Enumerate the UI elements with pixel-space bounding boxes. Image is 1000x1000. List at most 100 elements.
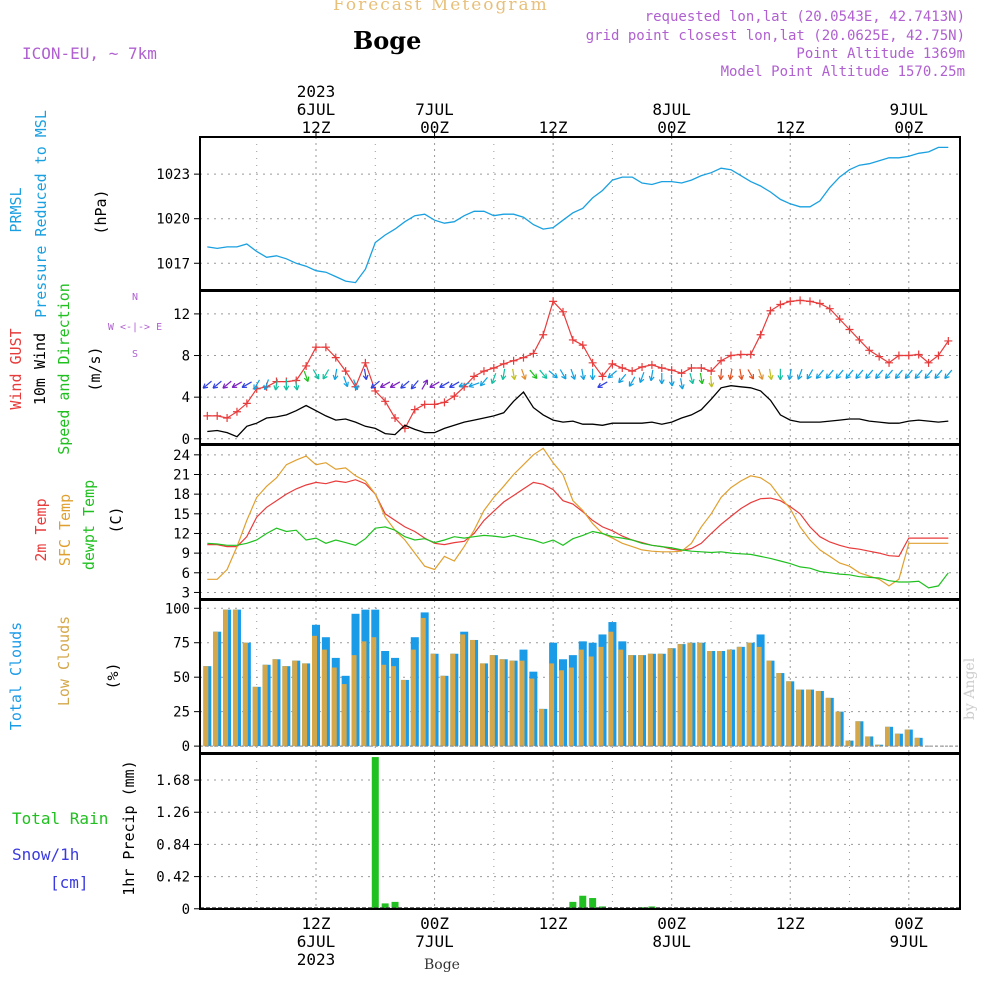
pressure-tick-label: 1023	[156, 167, 190, 183]
wind-arrow	[710, 376, 713, 388]
gust-marker	[549, 297, 558, 306]
panel-frames	[194, 131, 961, 910]
wind-arrow	[747, 369, 754, 380]
low-cloud-bar	[213, 631, 219, 747]
wind-arrow-head	[738, 374, 744, 381]
gust-marker	[756, 330, 765, 339]
low-cloud-bar	[549, 663, 555, 747]
gust-marker	[894, 351, 903, 360]
wind-arrow	[720, 368, 723, 380]
wind-arrow	[670, 374, 673, 387]
wind-arrow-head	[758, 374, 764, 380]
wind-10m-label: 10m Wind	[31, 333, 49, 405]
wind-arrow-head	[379, 382, 386, 389]
wind-arrow-head	[658, 379, 665, 385]
wind-arrow-head	[561, 374, 567, 380]
low-cloud-bar	[885, 726, 891, 747]
gust-marker	[509, 356, 518, 365]
gust-marker	[440, 398, 449, 407]
wind-arrow-head	[389, 382, 396, 389]
low-cloud-bar	[697, 642, 703, 747]
low-cloud-bar	[252, 686, 258, 747]
gust-marker	[331, 353, 340, 362]
wind-arrow	[845, 369, 854, 379]
wind-arrow-head	[400, 383, 406, 389]
side-labels: PRMSL Pressure Reduced to MSL (hPa) Wind GU…	[7, 110, 162, 896]
gust-marker	[904, 351, 913, 360]
low-cloud-bar	[272, 659, 278, 747]
wind-arrow	[865, 369, 874, 379]
wind-arrow-head	[904, 373, 911, 380]
low-cloud-bar	[509, 660, 515, 747]
model-label: ICON-EU, ~ 7km	[22, 44, 157, 63]
bottom-time-label: 12Z	[776, 914, 805, 933]
wind-arrow	[699, 372, 703, 384]
wind-arrow-head	[293, 385, 300, 391]
low-cloud-bar	[796, 689, 802, 747]
wind-arrow	[806, 369, 814, 380]
gust-marker	[341, 367, 350, 376]
gust-marker	[312, 343, 320, 352]
wind-arrow	[894, 369, 903, 379]
gust-marker	[944, 336, 953, 345]
temperature-tick-label: 6	[182, 566, 190, 582]
low-cloud-bar	[430, 653, 436, 747]
wind-arrow-head	[708, 382, 715, 388]
prmsl-label: PRMSL	[7, 187, 25, 232]
gust-marker	[568, 335, 577, 344]
gust-marker	[697, 364, 706, 373]
low-cloud-bar	[223, 609, 229, 747]
footer-location: Boge	[424, 957, 460, 973]
requested-coords: requested lon,lat (20.0543E, 42.7413N)	[644, 9, 965, 25]
wind-arrow	[539, 369, 548, 379]
wind-arrow-head	[698, 378, 705, 385]
top-time-label: 12Z	[776, 118, 805, 137]
low-cloud-bar	[470, 639, 476, 747]
low-cloud-bar	[292, 660, 298, 747]
wind-arrow-head	[500, 374, 507, 381]
bottom-time-label: 12Z	[539, 914, 568, 933]
wind-arrow	[855, 369, 864, 379]
temperature-tick-label: 3	[182, 585, 190, 601]
wind-arrow-head	[222, 383, 228, 389]
precipitation-tick-label: 0.84	[156, 837, 190, 853]
low-cloud-bar	[855, 721, 861, 747]
gust-marker	[746, 350, 755, 359]
precipitation-tick-label: 0.42	[156, 870, 190, 886]
top-time-label: 12Z	[302, 118, 331, 137]
wind-arrow	[581, 368, 585, 380]
total-rain-label: Total Rain	[12, 809, 108, 828]
low-cloud-bar	[776, 673, 782, 747]
top-time-label: 6JUL	[297, 100, 336, 119]
wind-arrow-head	[668, 381, 675, 387]
clouds-tick-label: 0	[182, 739, 190, 755]
gust-marker	[371, 386, 380, 395]
low-cloud-bar	[786, 681, 792, 747]
low-cloud-bar	[321, 649, 327, 747]
wind-arrow	[885, 369, 894, 379]
wind-arrow	[458, 382, 470, 388]
gust-marker	[736, 350, 745, 359]
low-cloud-bar	[341, 684, 347, 747]
rain-bar	[569, 901, 577, 909]
wind-arrow	[264, 379, 270, 391]
low-cloud-bar	[726, 649, 732, 747]
wind-arrow	[570, 368, 576, 380]
wind-arrow-head	[796, 374, 803, 380]
gust-marker	[539, 330, 548, 339]
wind-unit-label: (m/s)	[86, 346, 104, 391]
gust-marker	[914, 350, 923, 359]
wind-arrow-head	[212, 383, 219, 389]
wind-arrow-head	[343, 381, 349, 388]
wind-arrow	[680, 378, 684, 390]
wind-arrow	[334, 368, 338, 380]
dewpt-line	[207, 526, 949, 589]
temp-unit-label: (C)	[107, 506, 125, 533]
gust-marker	[628, 367, 637, 376]
gust-marker	[470, 372, 479, 381]
wind-arrow-head	[468, 382, 474, 388]
low-cloud-bar	[766, 660, 772, 747]
wind-arrow-head	[253, 384, 259, 390]
pressure-msl-label: Pressure Reduced to MSL	[32, 110, 50, 318]
